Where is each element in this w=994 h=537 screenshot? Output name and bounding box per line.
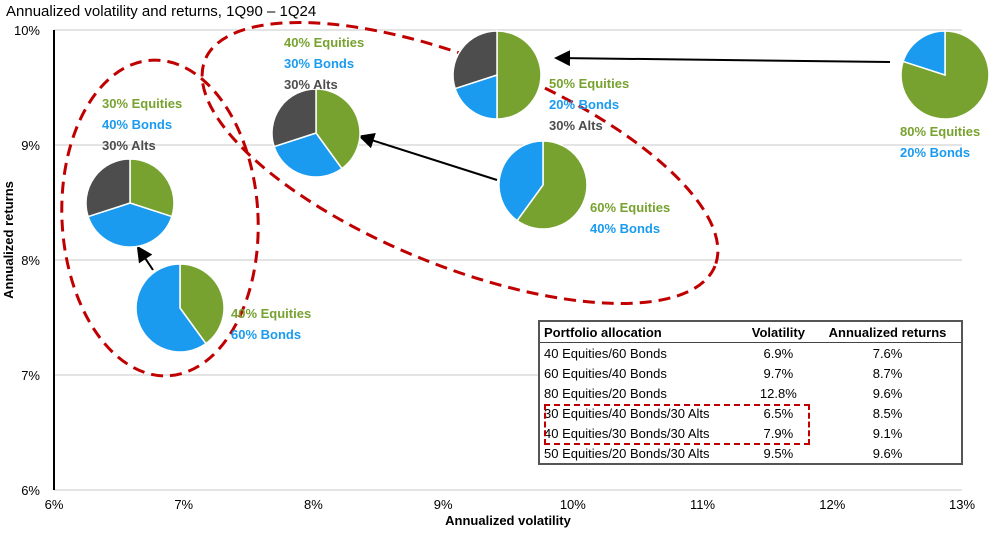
x-tick-label: 7% [174, 497, 193, 512]
equities-slice [129, 158, 175, 218]
pie-80-equities-20-bonds: 80% Equities 20% Bonds [900, 30, 990, 160]
table-row: 80 Equities/20 Bonds 12.8% 9.6% [539, 383, 962, 403]
bonds-slice [273, 132, 343, 178]
y-axis-label: Annualized returns [1, 181, 16, 299]
cell-returns: 9.6% [872, 385, 903, 401]
table-row: 50 Equities/20 Bonds/30 Alts 9.5% 9.6% [539, 443, 962, 464]
cell-returns: 8.5% [872, 405, 903, 421]
pie-60-equities-40-bonds: 60% Equities 40% Bonds [498, 140, 670, 236]
y-tick-label: 8% [21, 253, 40, 268]
alts-slice [85, 158, 131, 218]
cell-returns: 7.6% [872, 345, 903, 361]
pie-label: 20% Bonds [549, 97, 619, 112]
y-tick-label: 6% [21, 483, 40, 498]
pie-label: 30% Equities [102, 96, 182, 111]
x-tick-label: 10% [560, 497, 586, 512]
pie-label: 20% Bonds [900, 145, 970, 160]
equities-slice [496, 30, 542, 120]
pie-label: 80% Equities [900, 124, 980, 139]
cell-volatility: 12.8% [759, 385, 797, 401]
table-row: 30 Equities/40 Bonds/30 Alts 6.5% 8.5% [539, 403, 962, 423]
cell-allocation: 40 Equities/30 Bonds/30 Alts [544, 425, 710, 441]
header-allocation: Portfolio allocation [539, 321, 743, 343]
x-tick-label: 6% [45, 497, 64, 512]
header-returns: Annualized returns [814, 321, 962, 343]
cell-volatility: 9.7% [763, 365, 794, 381]
x-tick-label: 13% [949, 497, 975, 512]
cell-volatility: 9.5% [763, 445, 794, 461]
table-row: 40 Equities/60 Bonds 6.9% 7.6% [539, 343, 962, 364]
cell-allocation: 80 Equities/20 Bonds [544, 385, 667, 401]
equities-slice [315, 88, 361, 170]
pie-label: 30% Alts [102, 138, 156, 153]
equities-slice [516, 140, 588, 230]
pie-label: 40% Equities [231, 306, 311, 321]
bonds-slice [498, 140, 544, 222]
arrow [136, 245, 154, 271]
table-row: 60 Equities/40 Bonds 9.7% 8.7% [539, 363, 962, 383]
cell-allocation: 40 Equities/60 Bonds [544, 345, 667, 361]
portfolio-table: Portfolio allocation Volatility Annualiz… [538, 320, 963, 465]
pie-label: 60% Equities [590, 200, 670, 215]
y-tick-label: 9% [21, 138, 40, 153]
x-tick-label: 9% [434, 497, 453, 512]
cell-volatility: 7.9% [763, 425, 794, 441]
pie-label: 40% Bonds [102, 117, 172, 132]
x-tick-label: 11% [690, 497, 715, 512]
y-tick-label: 7% [21, 368, 40, 383]
table-row: 40 Equities/30 Bonds/30 Alts 7.9% 9.1% [539, 423, 962, 443]
x-tick-label: 12% [819, 497, 845, 512]
cell-returns: 9.1% [872, 425, 903, 441]
pie-30-equities-40-bonds-30-alts: 30% Equities 40% Bonds 30% Alts [85, 96, 182, 248]
pie-50-equities-20-bonds-30-alts: 50% Equities 20% Bonds 30% Alts [452, 30, 629, 133]
pie-label: 30% Alts [284, 77, 338, 92]
pie-label: 30% Alts [549, 118, 603, 133]
cell-volatility: 6.9% [763, 345, 794, 361]
cell-volatility: 6.5% [763, 405, 794, 421]
pie-label: 40% Bonds [590, 221, 660, 236]
pie-label: 30% Bonds [284, 56, 354, 71]
highlight-ellipse-left [60, 58, 260, 378]
bonds-slice [135, 263, 207, 353]
cell-returns: 8.7% [872, 365, 903, 381]
alts-slice [452, 30, 498, 90]
cell-allocation: 30 Equities/40 Bonds/30 Alts [544, 405, 710, 421]
x-axis-label: Annualized volatility [445, 513, 571, 528]
chart-title: Annualized volatility and returns, 1Q90 … [6, 3, 316, 20]
x-tick-label: 8% [304, 497, 323, 512]
pie-label: 50% Equities [549, 76, 629, 91]
arrow [358, 133, 498, 181]
equities-slice [179, 263, 225, 345]
pie-40-equities-60-bonds: 40% Equities 60% Bonds [135, 263, 311, 353]
y-tick-label: 10% [14, 23, 40, 38]
pie-label: 40% Equities [284, 35, 364, 50]
pie-label: 60% Bonds [231, 327, 301, 342]
pie-40-equities-30-bonds-30-alts: 40% Equities 30% Bonds 30% Alts [271, 35, 364, 178]
bonds-slice [902, 30, 946, 77]
bonds-slice [454, 73, 498, 120]
cell-allocation: 60 Equities/40 Bonds [544, 365, 667, 381]
bonds-slice [87, 202, 173, 248]
cell-returns: 9.6% [872, 445, 903, 461]
alts-slice [271, 88, 317, 148]
arrow [554, 50, 891, 67]
cell-allocation: 50 Equities/20 Bonds/30 Alts [544, 445, 710, 461]
header-volatility: Volatility [742, 321, 815, 343]
